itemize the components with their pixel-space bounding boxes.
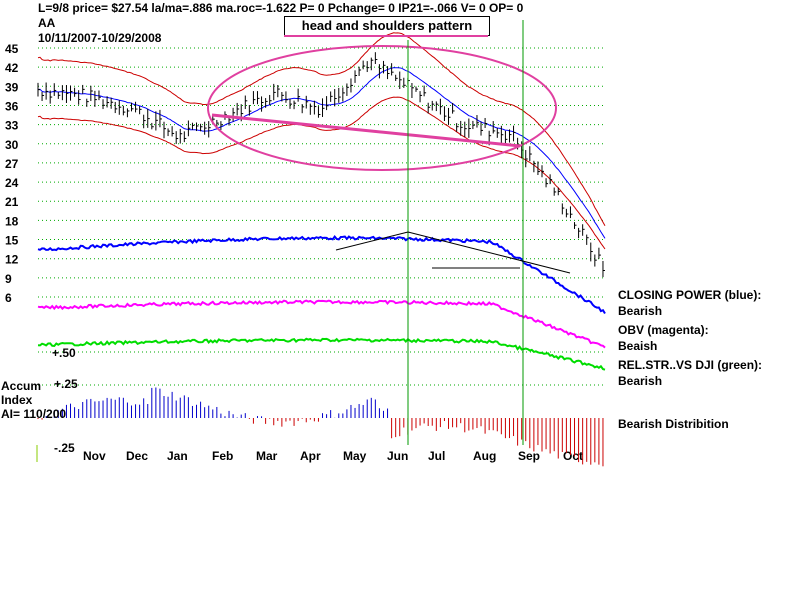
tick-mid-label: +.50 — [52, 346, 76, 360]
y-tick-label: 18 — [5, 214, 19, 228]
y-tick-label: 9 — [5, 272, 12, 286]
x-tick-label: Apr — [300, 449, 321, 463]
distribution-status: Bearish Distribition — [618, 417, 729, 431]
stats-line: L=9/8 price= $27.54 la/ma=.886 ma.roc=-1… — [38, 1, 524, 15]
upper-band — [37, 32, 606, 227]
tick-high-label: +.25 — [54, 377, 78, 391]
y-tick-label: 33 — [5, 119, 19, 133]
legend-rel: REL.STR..VS DJI (green): Bearish — [618, 357, 762, 389]
lower-band — [37, 96, 606, 250]
closing-power-status: Bearish — [618, 304, 663, 318]
y-tick-labels: 45 42 39 36 33 30 27 24 21 18 15 12 9 6 — [5, 42, 19, 305]
tick-low-label: -.25 — [54, 441, 75, 455]
y-tick-label: 45 — [5, 42, 19, 56]
x-tick-label: Jun — [387, 449, 408, 463]
trendline — [407, 231, 571, 274]
x-tick-labels: Nov Dec Jan Feb Mar Apr May Jun Jul Aug Sep Oct — [36, 445, 583, 463]
rel-strength-line — [37, 337, 606, 371]
price-series — [37, 52, 605, 278]
y-tick-label: 6 — [5, 291, 12, 305]
y-tick-label: 24 — [5, 176, 19, 190]
trendline — [335, 231, 409, 251]
closing-power-line — [37, 234, 606, 315]
x-tick-label: Oct — [563, 449, 583, 463]
obv-status: Beaish — [618, 339, 658, 353]
legend-closing-power: CLOSING POWER (blue): Bearish — [618, 287, 761, 319]
price-bands — [37, 32, 606, 250]
obv-line — [37, 299, 606, 349]
grid-lines — [38, 47, 605, 386]
y-tick-label: 27 — [5, 157, 19, 171]
x-tick-label: Sep — [518, 449, 540, 463]
closing-power-title: CLOSING POWER (blue): — [618, 288, 762, 302]
x-tick-label: Nov — [83, 449, 106, 463]
neckline — [211, 113, 521, 148]
x-tick-label: Dec — [126, 449, 148, 463]
accum-label-2: Index — [1, 393, 33, 407]
y-tick-label: 39 — [5, 80, 19, 94]
pattern-callout: head and shoulders pattern — [284, 16, 490, 36]
indicator-lines — [37, 234, 606, 371]
x-tick-label: Jan — [167, 449, 188, 463]
pattern-overlay — [207, 20, 571, 445]
rel-status: Bearish — [618, 374, 663, 388]
rel-title: REL.STR..VS DJI (green): — [618, 358, 763, 372]
pattern-ellipse — [207, 45, 557, 171]
x-tick-label: May — [343, 449, 367, 463]
y-tick-label: 30 — [5, 138, 19, 152]
symbol-label: AA — [38, 16, 56, 30]
obv-title: OBV (magenta): — [618, 323, 709, 337]
x-tick-label: Mar — [256, 449, 278, 463]
y-tick-label: 42 — [5, 61, 19, 75]
y-tick-label: 21 — [5, 195, 19, 209]
legend-distribution: Bearish Distribition — [618, 416, 729, 432]
date-range: 10/11/2007-10/29/2008 — [38, 31, 162, 45]
y-tick-label: 36 — [5, 99, 19, 113]
accum-index-bars — [37, 387, 604, 467]
y-tick-label: 15 — [5, 234, 19, 248]
x-tick-label: Feb — [212, 449, 233, 463]
moving-average — [37, 67, 606, 239]
accum-label-3: AI= 110/200 — [1, 407, 66, 421]
legend-obv: OBV (magenta): Beaish — [618, 322, 709, 354]
x-tick-label: Aug — [473, 449, 496, 463]
accum-label-1: Accum — [1, 379, 41, 393]
y-tick-label: 12 — [5, 253, 19, 267]
x-tick-label: Jul — [428, 449, 445, 463]
